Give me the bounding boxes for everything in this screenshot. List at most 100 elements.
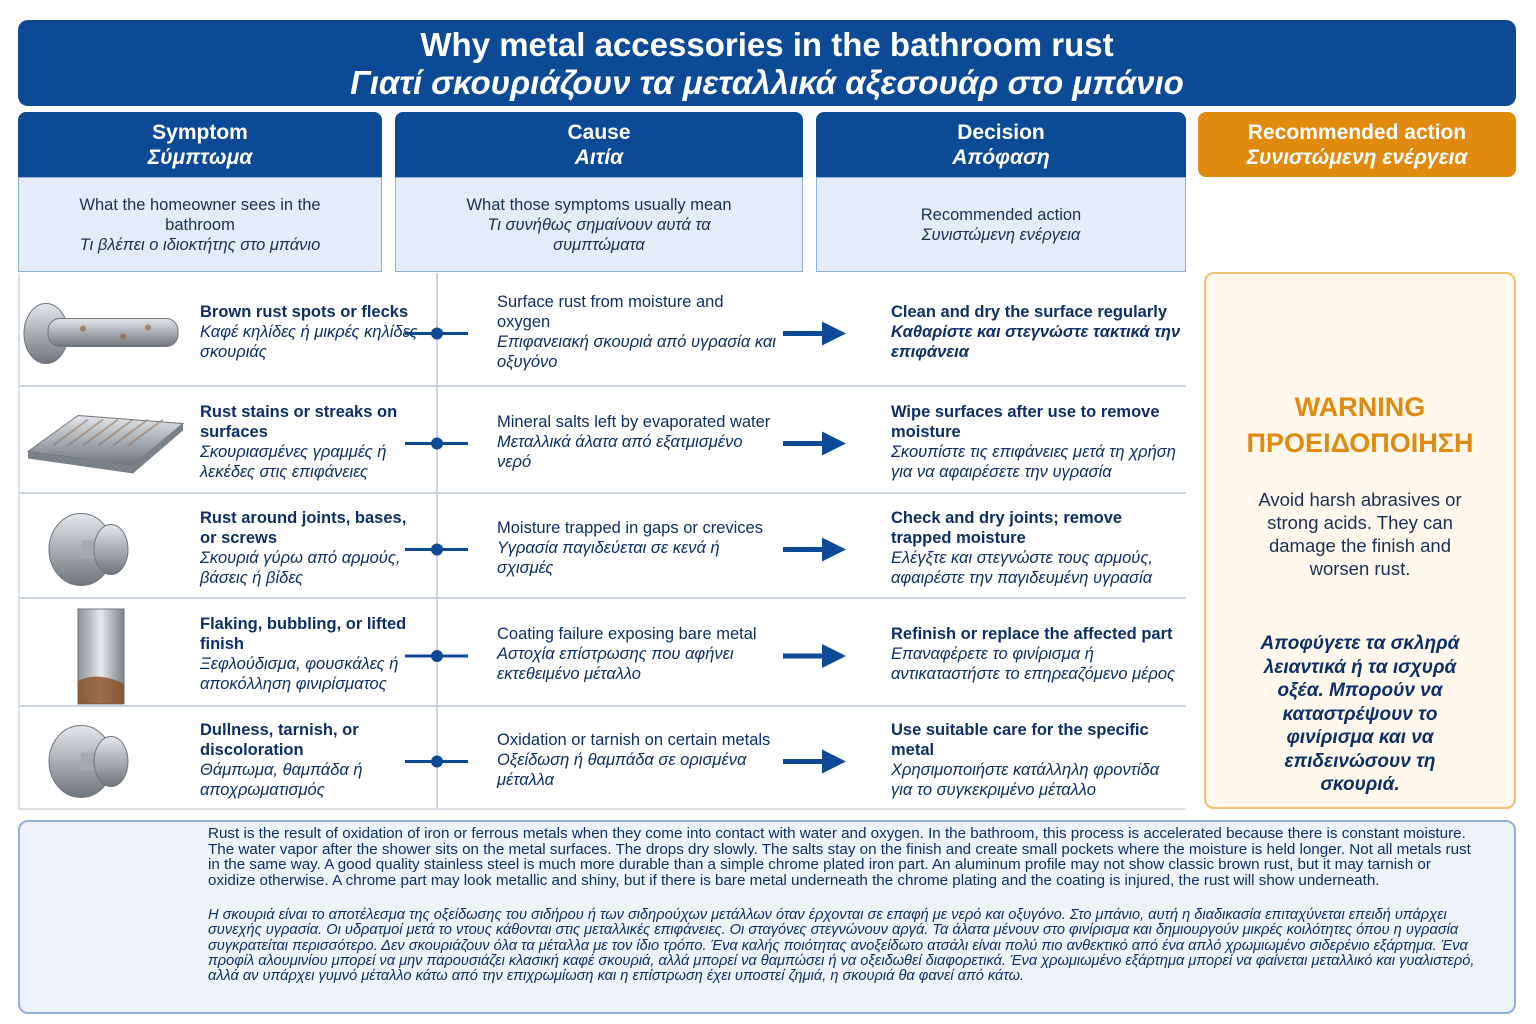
icon-rod <box>47 318 179 347</box>
subheader-text: Recommended action <box>920 205 1082 224</box>
arrow-head <box>822 749 846 774</box>
icon-slot <box>67 418 104 447</box>
symptom-text: Rust around joints, bases, or screws <box>200 508 407 547</box>
arrow-head <box>822 644 846 668</box>
symptom-text-greek: Σκουριασμένες γραμμές ή λεκέδες στις επι… <box>200 442 387 481</box>
connector-dot <box>431 543 443 556</box>
connector-dot <box>431 327 443 340</box>
column-header: Symptom Σύμπτωμα <box>18 112 382 178</box>
icon-plate-edge <box>28 423 183 474</box>
subheader-text-greek: Τι συνήθως σημαίνουν αυτά τα συμπτώματα <box>487 215 711 254</box>
table-cell: Use suitable care for the specific metal… <box>891 712 1181 807</box>
column-title-greek: Συνιστώμενη ενέργεια <box>1246 146 1468 169</box>
footer-text-greek: Η σκουριά είναι το αποτέλεσμα της οξείδω… <box>208 907 1475 985</box>
title-greek: Γιατί σκουριάζουν τα μεταλλικά αξεσουάρ … <box>350 64 1184 101</box>
connector-dot <box>431 650 443 662</box>
table-cell: Oxidation or tarnish on certain metals Οξ… <box>497 712 777 807</box>
table-cell: Clean and dry the surface regularly Καθαρ… <box>891 279 1181 384</box>
decision-text: Use suitable care for the specific metal <box>891 720 1149 759</box>
table-cell: Moisture trapped in gaps or crevices Υγρα… <box>497 499 777 596</box>
column-header: Recommended action Συνιστώμενη ενέργεια <box>1198 112 1516 177</box>
icon <box>48 513 129 586</box>
column-subheader: What the homeowner sees in the bathroom Τ… <box>18 177 382 272</box>
table-cell: Rust around joints, bases, or screws Σκου… <box>200 499 425 596</box>
rust-spot <box>80 325 86 332</box>
column-title-greek: Σύμπτωμα <box>147 146 253 169</box>
column-title-greek: Αιτία <box>574 146 624 169</box>
decision-text-greek: Χρησιμοποιήστε κατάλληλη φροντίδα για το… <box>891 760 1160 799</box>
arrow-head <box>822 537 846 562</box>
arrow-head <box>822 431 846 456</box>
icon <box>77 608 125 705</box>
table-cell: Dullness, tarnish, or discoloration Θάμπω… <box>200 712 425 807</box>
warning-title-greek: ΠΡΟΕΙΔΟΠΟΙΗΣΗ <box>1246 428 1474 458</box>
cause-text: Surface rust from moisture and oxygen <box>497 292 724 331</box>
table-cell: Surface rust from moisture and oxygen Επι… <box>497 279 777 384</box>
table-cell: Check and dry joints; remove trapped moi… <box>891 499 1181 596</box>
table-cell: Refinish or replace the affected part Επα… <box>891 604 1181 704</box>
warning-text: Avoid harsh abrasives or strong acids. T… <box>1258 489 1462 579</box>
icon-knob <box>93 524 129 575</box>
header: Why metal accessories in the bathroom ru… <box>18 20 1516 106</box>
subheader-text: What those symptoms usually mean <box>466 195 732 214</box>
subheader-text: What the homeowner sees in the bathroom <box>79 195 321 234</box>
column-subheader: What those symptoms usually mean Τι συνήθ… <box>395 177 803 272</box>
cause-text-greek: Οξείδωση ή θαμπάδα σε ορισμένα μέταλλα <box>497 750 747 789</box>
arrow-head <box>822 321 846 346</box>
cause-text: Mineral salts left by evaporated water <box>497 412 771 431</box>
symptom-text: Brown rust spots or flecks <box>200 302 409 321</box>
column-subheader: Recommended action Συνιστώμενη ενέργεια <box>816 177 1186 272</box>
rust-band <box>78 676 124 704</box>
icon-slot <box>112 418 149 447</box>
cause-text: Moisture trapped in gaps or crevices <box>497 518 763 537</box>
connector-dot <box>431 755 443 768</box>
cause-text-greek: Επιφανειακή σκουριά από υγρασία και οξυγ… <box>497 332 776 371</box>
decision-text: Clean and dry the surface regularly <box>891 302 1168 321</box>
connector-dot <box>431 437 443 450</box>
warning-box: WARNING ΠΡΟΕΙΔΟΠΟΙΗΣΗ Avoid harsh abrasive… <box>1204 272 1516 809</box>
subheader-text-greek: Τι βλέπει ο ιδιοκτήτης στο μπάνιο <box>79 235 321 254</box>
decision-text-greek: Καθαρίστε και στεγνώστε τακτικά την επιφ… <box>891 322 1181 361</box>
column-title: Cause <box>567 121 631 144</box>
icon <box>48 725 129 798</box>
symptom-text: Dullness, tarnish, or discoloration <box>200 720 359 759</box>
warning-title: WARNING <box>1294 392 1426 422</box>
icon-slot <box>82 418 119 447</box>
decision-text: Check and dry joints; remove trapped moi… <box>891 508 1123 547</box>
cause-text: Coating failure exposing bare metal <box>497 625 757 643</box>
decision-text-greek: Ελέγξτε και στεγνώστε τους αρμούς, αφαιρ… <box>891 548 1153 587</box>
icon-slot <box>52 418 89 447</box>
symptom-text-greek: Καφέ κηλίδες ή μικρές κηλίδες σκουριάς <box>200 322 418 361</box>
title: Why metal accessories in the bathroom ru… <box>420 26 1114 63</box>
column-header: Decision Απόφαση <box>816 112 1186 178</box>
symptom-text-greek: Θάμπωμα, θαμπάδα ή αποχρωματισμός <box>200 760 363 799</box>
footer-text: Rust is the result of oxidation of iron … <box>208 825 1471 889</box>
symptom-text: Rust stains or streaks on surfaces <box>200 402 398 441</box>
column-title: Symptom <box>152 121 248 144</box>
icon <box>26 414 185 474</box>
column-title: Recommended action <box>1247 121 1467 144</box>
subheader-text-greek: Συνιστώμενη ενέργεια <box>921 225 1081 244</box>
symptom-text-greek: Σκουριά γύρω από αρμούς, βάσεις ή βίδες <box>200 548 401 587</box>
decision-text: Wipe surfaces after use to remove moistu… <box>891 402 1160 441</box>
cause-text: Oxidation or tarnish on certain metals <box>497 730 771 749</box>
table-cell: Mineral salts left by evaporated water Με… <box>497 392 777 491</box>
icon-knob <box>93 736 129 787</box>
rust-spot <box>145 324 151 331</box>
table-cell: Coating failure exposing bare metal Αστοχ… <box>497 604 777 704</box>
icon-slot <box>127 418 164 447</box>
decision-text-greek: Σκουπίστε τις επιφάνειες μετά τη χρήση γ… <box>891 442 1176 481</box>
decision-text: Refinish or replace the affected part <box>891 625 1173 643</box>
icon-slot <box>97 418 134 447</box>
table-cell: Rust stains or streaks on surfaces Σκουρι… <box>200 392 425 491</box>
rust-spot <box>120 333 126 340</box>
table-cell: Flaking, bubbling, or lifted finish Ξεφλο… <box>200 604 425 704</box>
column-header: Cause Αιτία <box>395 112 803 178</box>
cause-text-greek: Μεταλλικά άλατα από εξατμισμένο νερό <box>497 432 743 471</box>
table-cell: Wipe surfaces after use to remove moistu… <box>891 392 1181 491</box>
cause-text-greek: Υγρασία παγιδεύεται σε κενά ή σχισμές <box>497 538 720 577</box>
warning-text-greek: Αποφύγετε τα σκληρά λειαντικά ή τα ισχυρ… <box>1260 633 1460 795</box>
icon <box>23 303 179 364</box>
column-title-greek: Απόφαση <box>952 146 1050 169</box>
